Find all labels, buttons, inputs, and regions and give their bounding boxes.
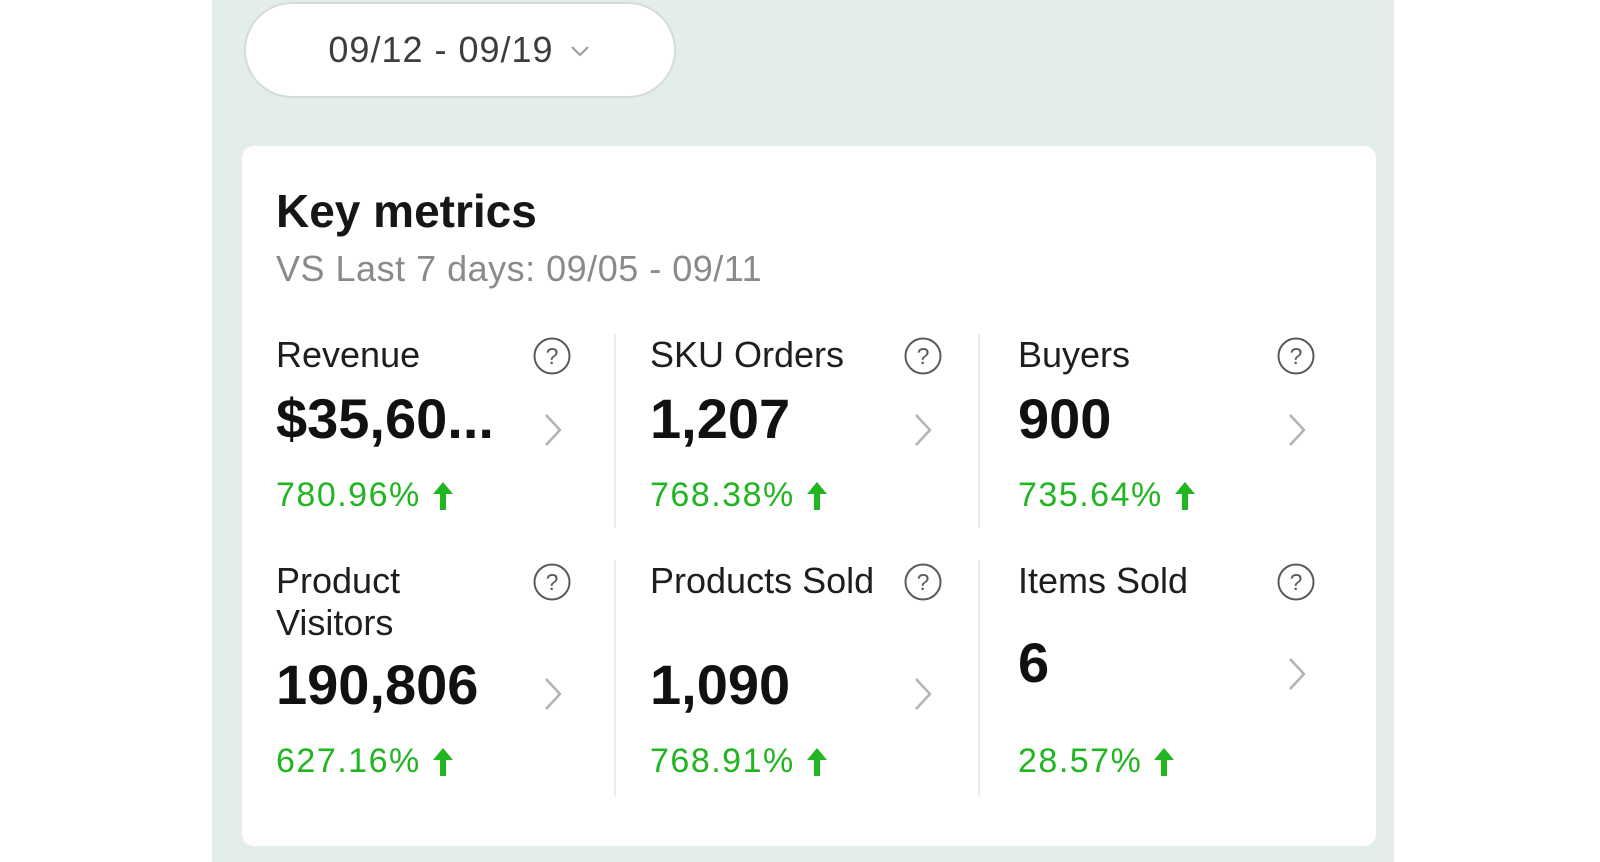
chevron-right-icon[interactable] — [912, 676, 934, 712]
question-circle-icon[interactable]: ? — [1276, 336, 1316, 376]
metric-products-sold[interactable]: Products Sold ? 1,090 768.91% — [650, 560, 950, 800]
comparison-period: VS Last 7 days: 09/05 - 09/11 — [276, 248, 763, 289]
metric-sku-orders[interactable]: SKU Orders ? 1,207 768.38% — [650, 334, 950, 534]
question-circle-icon[interactable]: ? — [532, 562, 572, 602]
svg-text:?: ? — [546, 569, 559, 595]
question-circle-icon[interactable]: ? — [1276, 562, 1316, 602]
question-circle-icon[interactable]: ? — [903, 336, 943, 376]
metric-change: 768.91% — [650, 742, 829, 781]
metric-product-visitors[interactable]: Product Visitors ? 190,806 627.16% — [276, 560, 576, 800]
arrow-up-icon — [1174, 481, 1195, 510]
chevron-right-icon[interactable] — [1286, 412, 1308, 448]
metric-value: 1,207 — [650, 387, 791, 450]
metric-change: 780.96% — [276, 476, 455, 515]
metric-change: 735.64% — [1018, 476, 1197, 515]
change-percent: 627.16% — [276, 742, 421, 780]
metric-label: Buyers — [1018, 334, 1131, 375]
chevron-right-icon[interactable] — [1286, 656, 1308, 692]
arrow-up-icon — [806, 481, 827, 510]
change-percent: 780.96% — [276, 476, 421, 514]
metric-value: 190,806 — [276, 653, 479, 716]
date-range-selector[interactable]: 09/12 - 09/19 — [244, 2, 676, 98]
change-percent: 735.64% — [1018, 476, 1163, 514]
question-circle-icon[interactable]: ? — [903, 562, 943, 602]
change-percent: 768.91% — [650, 742, 795, 780]
metric-label: Revenue — [276, 334, 421, 375]
chevron-right-icon[interactable] — [542, 676, 564, 712]
arrow-up-icon — [432, 481, 453, 510]
metric-change: 627.16% — [276, 742, 455, 781]
change-percent: 768.38% — [650, 476, 795, 514]
svg-text:?: ? — [1290, 569, 1303, 595]
metric-revenue[interactable]: Revenue ? $35,60... 780.96% — [276, 334, 576, 534]
arrow-up-icon — [432, 747, 453, 776]
metric-label: Product Visitors — [276, 560, 401, 643]
metric-value: 1,090 — [650, 653, 791, 716]
key-metrics-card: Key metrics VS Last 7 days: 09/05 - 09/1… — [242, 146, 1376, 846]
metric-label: SKU Orders — [650, 334, 845, 375]
column-divider — [614, 334, 616, 528]
arrow-up-icon — [806, 747, 827, 776]
chevron-down-icon — [570, 46, 589, 57]
column-divider — [978, 560, 980, 796]
chevron-right-icon[interactable] — [912, 412, 934, 448]
metric-label: Items Sold — [1018, 560, 1189, 601]
metric-value: 6 — [1018, 631, 1050, 694]
metric-change: 768.38% — [650, 476, 829, 515]
svg-text:?: ? — [917, 343, 930, 369]
svg-text:?: ? — [917, 569, 930, 595]
metric-value: $35,60... — [276, 387, 494, 450]
svg-text:?: ? — [1290, 343, 1303, 369]
metric-label: Products Sold — [650, 560, 875, 601]
metric-change: 28.57% — [1018, 742, 1176, 781]
column-divider — [978, 334, 980, 528]
column-divider — [614, 560, 616, 796]
card-title: Key metrics — [276, 185, 537, 237]
metric-value: 900 — [1018, 387, 1112, 450]
question-circle-icon[interactable]: ? — [532, 336, 572, 376]
arrow-up-icon — [1154, 747, 1175, 776]
metrics-screen: 09/12 - 09/19 Key metrics VS Last 7 days… — [212, 0, 1394, 862]
svg-text:?: ? — [546, 343, 559, 369]
chevron-right-icon[interactable] — [542, 412, 564, 448]
metric-buyers[interactable]: Buyers ? 900 735.64% — [1018, 334, 1328, 534]
change-percent: 28.57% — [1018, 742, 1143, 780]
date-range-label: 09/12 - 09/19 — [328, 29, 554, 70]
metric-items-sold[interactable]: Items Sold ? 6 28.57% — [1018, 560, 1328, 800]
